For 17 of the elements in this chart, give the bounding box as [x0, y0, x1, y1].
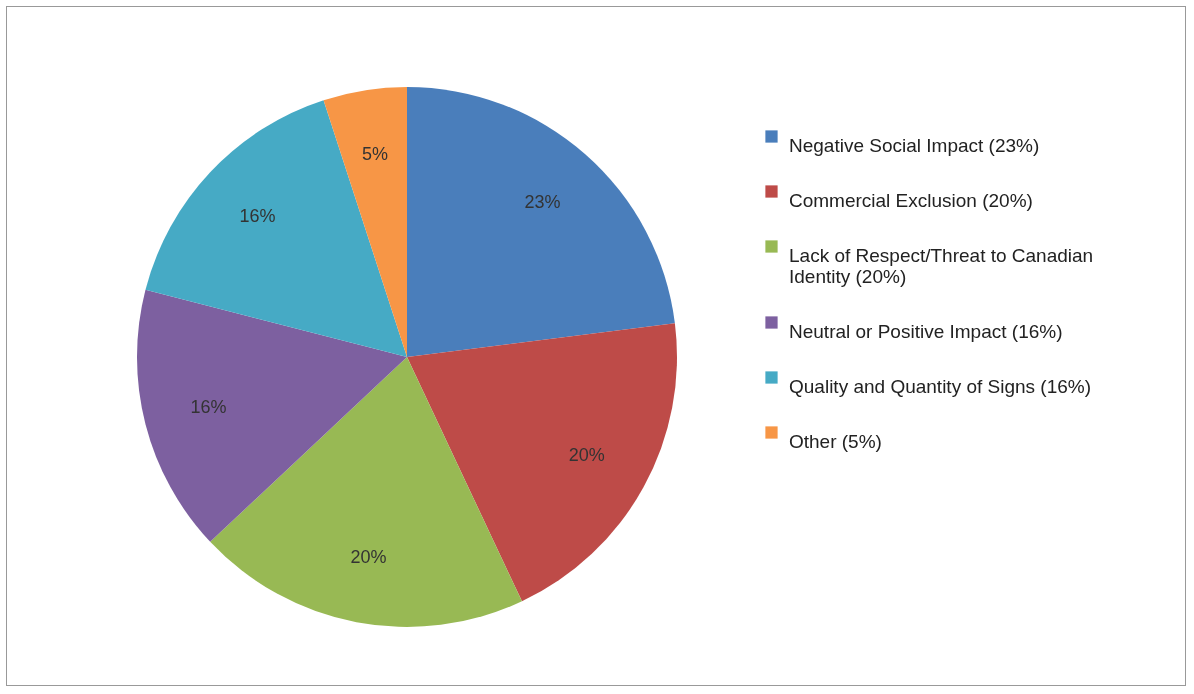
- legend-label: Lack of Respect/Threat to Canadian Identity (20%): [789, 244, 1094, 287]
- pie-slice: [137, 289, 407, 542]
- legend-label: Quality and Quantity of Signs (16%): [789, 375, 1092, 397]
- pie-slice: [407, 87, 675, 357]
- data-label: 20%: [568, 444, 605, 465]
- pie-slice: [407, 323, 677, 602]
- legend-label: Negative Social Impact (23%): [789, 134, 1040, 156]
- data-label: 16%: [239, 205, 276, 226]
- legend-label: Commercial Exclusion (20%): [789, 189, 1033, 211]
- legend-label: Other (5%): [789, 430, 882, 452]
- pie-slice: [145, 100, 407, 357]
- pie-slice: [323, 87, 407, 357]
- data-label: 20%: [350, 547, 387, 568]
- legend-label: Neutral or Positive Impact (16%): [789, 320, 1063, 342]
- data-label: 5%: [361, 143, 388, 164]
- data-label: 23%: [524, 192, 561, 213]
- data-label: 16%: [190, 396, 227, 417]
